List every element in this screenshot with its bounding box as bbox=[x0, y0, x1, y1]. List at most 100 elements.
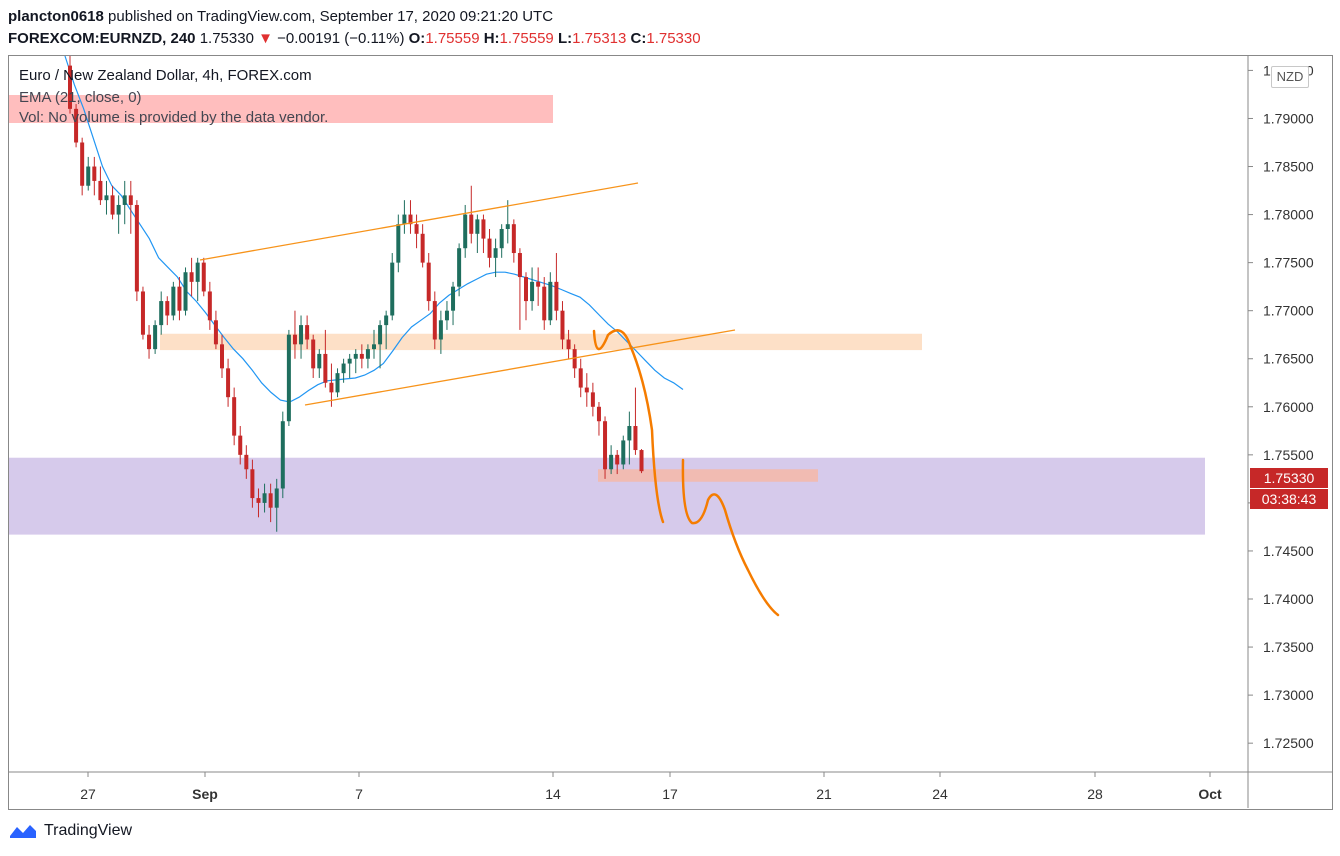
candle-body bbox=[603, 421, 608, 470]
candle-body bbox=[80, 142, 85, 186]
candle-body bbox=[238, 435, 243, 455]
author-name[interactable]: plancton0618 bbox=[8, 8, 104, 25]
candle-body bbox=[530, 281, 535, 302]
candle-body bbox=[110, 195, 115, 215]
candle-body bbox=[244, 454, 249, 470]
candle-body bbox=[487, 238, 492, 258]
candle-body bbox=[408, 214, 413, 225]
candle-body bbox=[396, 224, 401, 263]
candle-body bbox=[359, 353, 364, 359]
close-label: C: bbox=[630, 30, 647, 47]
symbol-name: FOREXCOM:EURNZD, 240 bbox=[8, 30, 196, 47]
tradingview-logo[interactable]: TradingView bbox=[8, 822, 132, 840]
candle-body bbox=[68, 65, 72, 109]
time-tick-label: 27 bbox=[80, 786, 96, 802]
time-tick-label: 14 bbox=[545, 786, 561, 802]
high-label: H: bbox=[483, 30, 500, 47]
candle-body bbox=[256, 498, 261, 503]
candle-body bbox=[335, 373, 340, 393]
down-arrow-icon: ▼ bbox=[258, 30, 273, 47]
time-tick-label: 17 bbox=[662, 786, 678, 802]
price-tick-label: 1.73000 bbox=[1263, 687, 1314, 703]
legend-highlight-box bbox=[9, 95, 553, 123]
candle-body bbox=[584, 387, 589, 393]
legend-title[interactable]: Euro / New Zealand Dollar, 4h, FOREX.com bbox=[19, 67, 312, 84]
published-text: published on TradingView.com, September … bbox=[108, 8, 554, 25]
candle-body bbox=[122, 195, 127, 205]
price-tick-label: 1.77000 bbox=[1263, 303, 1314, 319]
candle-body bbox=[372, 344, 376, 350]
channel-upper-line bbox=[199, 182, 639, 261]
price-tick-label: 1.78500 bbox=[1263, 159, 1314, 175]
projection-path-2 bbox=[681, 458, 780, 617]
candle-body bbox=[560, 310, 565, 340]
ema-line bbox=[64, 55, 684, 403]
candle-body bbox=[280, 421, 285, 489]
time-tick-label: 7 bbox=[355, 786, 363, 802]
legend-volume[interactable]: Vol: No volume is provided by the data v… bbox=[19, 109, 329, 126]
candle-body bbox=[463, 214, 468, 249]
candle-body bbox=[292, 334, 297, 345]
candle-body bbox=[469, 214, 474, 234]
candle-body bbox=[226, 368, 231, 398]
candle-body bbox=[286, 334, 291, 422]
candle-body bbox=[517, 253, 522, 278]
candle-body bbox=[451, 286, 456, 311]
candle-body bbox=[147, 334, 152, 350]
candle-body bbox=[274, 488, 279, 508]
branding-text: TradingView bbox=[44, 822, 133, 839]
price-tick-label: 1.72500 bbox=[1263, 735, 1314, 751]
time-tick-label: 21 bbox=[816, 786, 832, 802]
candle-body bbox=[627, 426, 632, 441]
legend-ema[interactable]: EMA (21, close, 0) bbox=[19, 89, 142, 106]
candle-body bbox=[524, 277, 528, 302]
channel-lower-line bbox=[304, 329, 736, 406]
candle-body bbox=[195, 262, 200, 282]
time-tick-label: Sep bbox=[192, 786, 218, 802]
candle-body bbox=[165, 301, 170, 316]
candle-body bbox=[250, 469, 255, 499]
candle-body bbox=[134, 204, 139, 292]
currency-label[interactable]: NZD bbox=[1271, 66, 1309, 88]
candle-body bbox=[213, 320, 218, 345]
low-label: L: bbox=[557, 30, 573, 47]
time-tick-label: 28 bbox=[1087, 786, 1103, 802]
candle-body bbox=[505, 224, 510, 229]
candle-body bbox=[609, 454, 614, 470]
price-tick-label: 1.79000 bbox=[1263, 110, 1314, 126]
price-tick-label: 1.76500 bbox=[1263, 351, 1314, 367]
candle-body bbox=[183, 272, 188, 311]
candle-body bbox=[493, 248, 498, 258]
close-value: 1.75330 bbox=[646, 30, 701, 47]
candle-body bbox=[554, 281, 559, 311]
chart-frame[interactable] bbox=[8, 55, 1333, 810]
last-price: 1.75330 bbox=[199, 30, 254, 47]
candle-body bbox=[268, 493, 273, 508]
candle-body bbox=[220, 344, 224, 369]
candle-body bbox=[329, 382, 334, 393]
candle-body bbox=[189, 272, 194, 282]
price-tick-label: 1.78000 bbox=[1263, 207, 1314, 223]
open-label: O: bbox=[408, 30, 426, 47]
symbol-info: FOREXCOM:EURNZD, 240 1.75330 ▼ −0.00191 … bbox=[8, 30, 701, 47]
candle-body bbox=[481, 219, 486, 239]
time-tick-label: Oct bbox=[1198, 786, 1222, 802]
price-tick-label: 1.73500 bbox=[1263, 639, 1314, 655]
candle-body bbox=[232, 397, 237, 436]
candle-body bbox=[177, 286, 182, 311]
price-tick-label: 1.75500 bbox=[1263, 447, 1314, 463]
candle-body bbox=[262, 493, 267, 503]
price-tick-label: 1.77500 bbox=[1263, 255, 1314, 271]
low-value: 1.75313 bbox=[572, 30, 627, 47]
candle-body bbox=[347, 358, 352, 364]
high-value: 1.75559 bbox=[499, 30, 554, 47]
candle-body bbox=[475, 219, 480, 234]
candle-body bbox=[353, 353, 358, 359]
candle-body bbox=[305, 325, 310, 340]
candle-body bbox=[171, 286, 176, 316]
price-tick-label: 1.74500 bbox=[1263, 543, 1314, 559]
candle-body bbox=[116, 204, 121, 215]
candle-body bbox=[548, 281, 553, 321]
candle-body bbox=[444, 310, 449, 321]
